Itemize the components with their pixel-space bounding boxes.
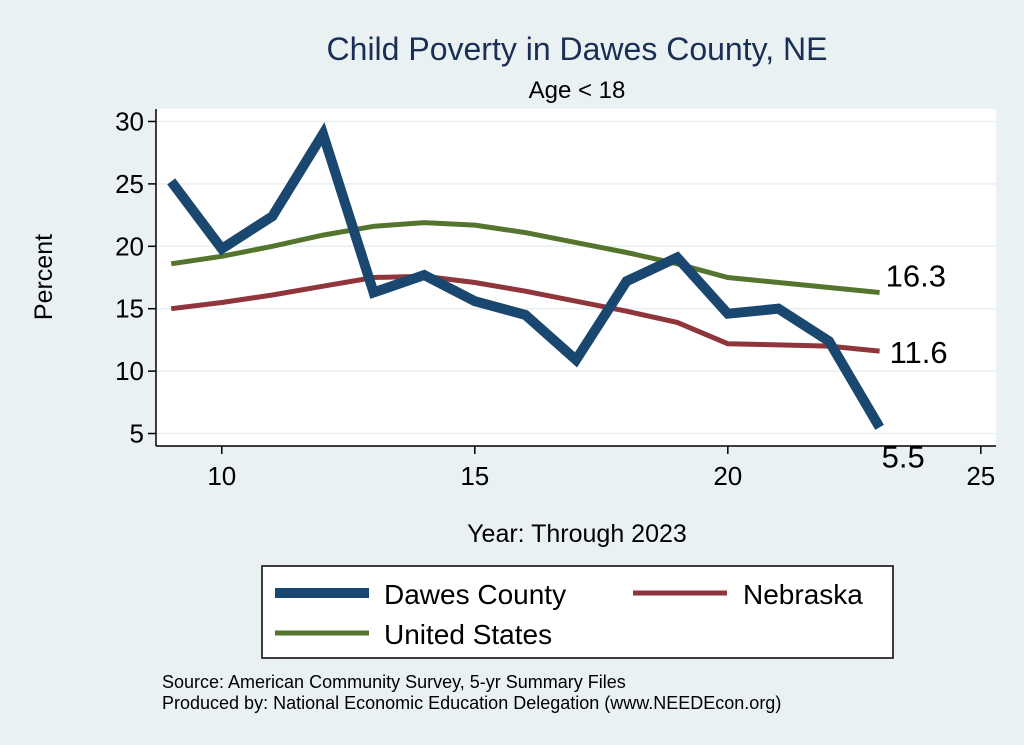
x-tick-label-10: 10 (207, 461, 236, 491)
legend-label-nebraska: Nebraska (743, 579, 863, 610)
y-tick-label-20: 20 (115, 231, 144, 261)
y-tick-label-10: 10 (115, 356, 144, 386)
series-line-dawes-county (167, 122, 884, 430)
end-label-dawes-county: 5.5 (882, 439, 925, 474)
y-tick-label-30: 30 (115, 106, 144, 136)
y-tick-label-25: 25 (115, 169, 144, 199)
y-tick-label-5: 5 (130, 419, 144, 449)
end-label-nebraska: 11.6 (890, 335, 948, 370)
plot-area (156, 109, 996, 446)
y-tick-label-15: 15 (115, 294, 144, 324)
series-line-united-states (170, 220, 880, 295)
end-label-united-states: 16.3 (886, 258, 946, 293)
legend-box (261, 565, 894, 659)
legend-label-dawes: Dawes County (384, 579, 566, 610)
end-labels: 5.5 11.6 16.3 (882, 258, 948, 474)
chart-subtitle: Age < 18 (529, 77, 626, 104)
x-tick-label-20: 20 (713, 461, 742, 491)
source-note: Source: American Community Survey, 5-yr … (162, 672, 626, 692)
y-axis-label: Percent (30, 234, 58, 320)
x-axis-label: Year: Through 2023 (467, 520, 687, 548)
x-tick-label-15: 15 (460, 461, 489, 491)
chart-title: Child Poverty in Dawes County, NE (327, 31, 828, 67)
series-line-nebraska (170, 273, 880, 354)
legend-label-us: United States (384, 619, 552, 650)
produced-note: Produced by: National Economic Education… (162, 693, 781, 713)
legend: Dawes County Nebraska United States (261, 565, 894, 659)
axes: 5 10 15 20 25 30 10 15 20 25 (115, 106, 996, 491)
series-group (167, 122, 884, 430)
x-tick-label-25: 25 (966, 461, 995, 491)
